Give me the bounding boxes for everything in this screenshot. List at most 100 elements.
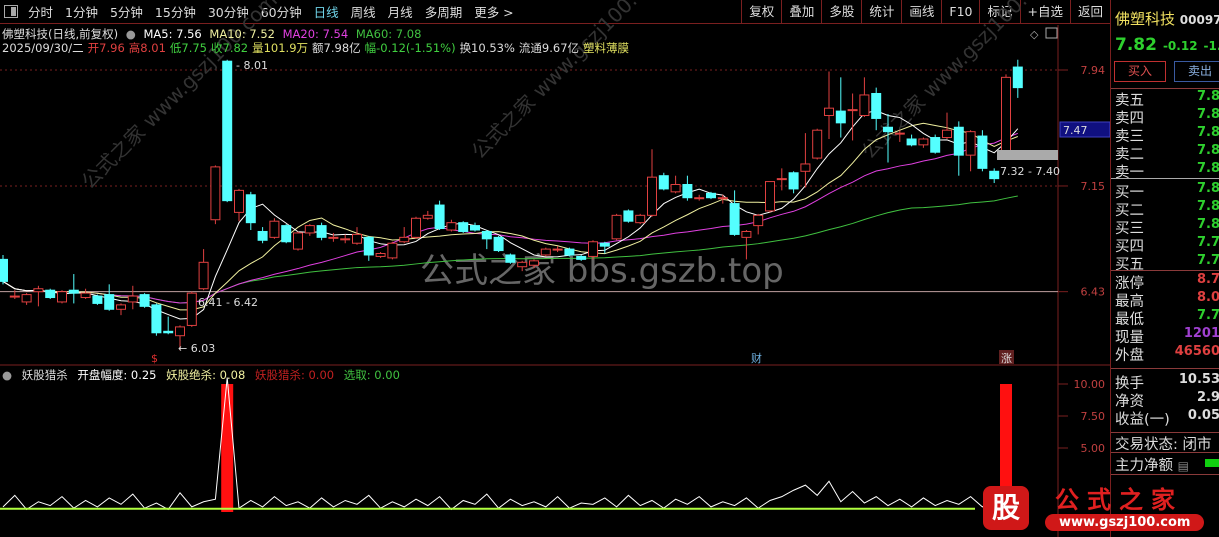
price-change: -0.12 bbox=[1162, 39, 1198, 53]
signal-bar bbox=[221, 384, 234, 512]
candle-body bbox=[245, 194, 256, 224]
candle bbox=[505, 253, 516, 264]
indicator-axis-label: 10.00 bbox=[1074, 378, 1106, 391]
candle-body bbox=[293, 232, 303, 250]
quote-label: 卖四 bbox=[1115, 111, 1144, 127]
candle bbox=[139, 293, 150, 308]
quote-value: 7.8 bbox=[1196, 125, 1219, 140]
period-tab[interactable]: 15分钟 bbox=[154, 5, 196, 20]
quote-row: 收益(一) 0.05 bbox=[1115, 408, 1219, 428]
dropdown-icon[interactable]: ● bbox=[2, 368, 13, 382]
candle-body bbox=[729, 203, 740, 235]
candle-body bbox=[422, 214, 433, 219]
tool-button[interactable]: 多股 bbox=[821, 0, 861, 24]
candle-body bbox=[234, 189, 244, 213]
more-button[interactable]: 更多 > bbox=[474, 5, 514, 20]
period-tab-daily[interactable]: 日线 bbox=[313, 5, 339, 20]
indicator-name[interactable]: 妖股猎杀 bbox=[21, 368, 68, 382]
candle bbox=[104, 284, 115, 311]
candle-body bbox=[281, 225, 292, 243]
tool-button[interactable]: 标记 bbox=[979, 0, 1019, 24]
tool-button[interactable]: +自选 bbox=[1019, 0, 1070, 24]
tool-button[interactable]: 叠加 bbox=[781, 0, 821, 24]
candle-body bbox=[611, 214, 622, 240]
candle-body bbox=[824, 107, 834, 117]
candle bbox=[328, 232, 339, 242]
quote-label: 最高 bbox=[1115, 294, 1144, 310]
candle-body bbox=[552, 248, 563, 251]
candle bbox=[1001, 74, 1011, 156]
candle bbox=[387, 241, 398, 260]
tool-button[interactable]: F10 bbox=[941, 0, 979, 24]
indicator-axis-label: 7.50 bbox=[1081, 410, 1106, 423]
candle bbox=[352, 227, 362, 245]
sell-button[interactable]: 卖出 bbox=[1174, 61, 1219, 82]
hunt-value: 妖股猎杀: 0.00 bbox=[254, 368, 335, 382]
candle bbox=[316, 222, 327, 241]
ma10-value: MA10: 7.52 bbox=[209, 27, 275, 41]
candle bbox=[92, 294, 103, 305]
candle bbox=[257, 227, 268, 244]
quote-value: 1201 bbox=[1183, 326, 1219, 341]
candle bbox=[9, 290, 20, 300]
kline-chart[interactable]: 7.94 7.15 6.43 10.00 7.50 5.00 公式之家 bbs.gszb.t… bbox=[0, 0, 1110, 537]
candle bbox=[1012, 59, 1023, 98]
period-tab[interactable]: 1分钟 bbox=[65, 5, 98, 20]
candle bbox=[930, 134, 941, 154]
buy-button[interactable]: 买入 bbox=[1114, 61, 1166, 82]
dropdown-icon[interactable]: ● bbox=[125, 27, 136, 41]
candle bbox=[824, 71, 834, 139]
quote-panel: 佛塑科技 00097 7.82 -0.12 -1. 买入 卖出 卖五 7.8 卖四 7.8… bbox=[1110, 0, 1219, 537]
candle-body bbox=[658, 175, 669, 190]
marker-zhang: 涨 bbox=[1001, 352, 1012, 365]
candle bbox=[552, 246, 563, 253]
layout-toggle-icon[interactable] bbox=[4, 5, 18, 18]
candle-body bbox=[859, 94, 870, 117]
signal-bar bbox=[1000, 384, 1012, 512]
candle bbox=[765, 181, 775, 213]
list-icon[interactable]: ▤ bbox=[1177, 459, 1189, 473]
range-label: 7.32 - 7.40 bbox=[1000, 165, 1060, 178]
candle bbox=[540, 247, 551, 257]
quote-row: 现量 1201 bbox=[1115, 326, 1219, 346]
price-axis-label: 7.15 bbox=[1081, 180, 1106, 193]
quote-value: 8.7 bbox=[1196, 272, 1219, 287]
tool-button[interactable]: 画线 bbox=[901, 0, 941, 24]
quote-row: 卖二 7.8 bbox=[1115, 143, 1219, 163]
candle bbox=[942, 112, 952, 139]
quote-value: 7.7 bbox=[1196, 308, 1219, 323]
quote-row: 换手 10.53 bbox=[1115, 372, 1219, 392]
logo-icon: 股 bbox=[983, 486, 1029, 530]
main-net-label: 主力净额 bbox=[1115, 458, 1173, 474]
period-tab[interactable]: 周线 bbox=[350, 5, 376, 20]
period-tab[interactable]: 多周期 bbox=[424, 5, 463, 20]
quote-row: 涨停 8.7 bbox=[1115, 272, 1219, 292]
period-tab[interactable]: 5分钟 bbox=[109, 5, 143, 20]
range-label: 6.41 - 6.42 bbox=[198, 296, 258, 309]
candle-body bbox=[151, 304, 162, 334]
back-button[interactable]: 返回 bbox=[1069, 0, 1110, 24]
period-tab[interactable]: 30分钟 bbox=[207, 5, 249, 20]
period-tab[interactable]: 60分钟 bbox=[260, 5, 302, 20]
main-net-bar bbox=[1205, 459, 1219, 467]
low: 低7.75 bbox=[169, 41, 207, 55]
candle-body bbox=[505, 254, 516, 263]
period-tab[interactable]: 月线 bbox=[387, 5, 413, 20]
candle-body bbox=[328, 236, 339, 239]
candle bbox=[800, 133, 811, 188]
candle bbox=[670, 175, 681, 194]
quote-row: 买三 7.8 bbox=[1115, 217, 1219, 237]
tool-button[interactable]: 统计 bbox=[861, 0, 901, 24]
quote-label: 最低 bbox=[1115, 312, 1144, 328]
logo-text: 公式之家 bbox=[1055, 486, 1183, 514]
high: 高8.01 bbox=[128, 41, 166, 55]
logo: 股 公式之家 www.gszj100.com bbox=[975, 478, 1219, 537]
tool-button[interactable]: 复权 bbox=[741, 0, 781, 24]
candle bbox=[245, 191, 256, 231]
quote-row: 卖一 7.8 bbox=[1115, 161, 1219, 181]
quote-value: 10.53 bbox=[1178, 372, 1219, 387]
period-tab[interactable]: 分时 bbox=[28, 5, 54, 20]
candle bbox=[210, 165, 221, 225]
candle-body bbox=[139, 294, 150, 307]
candle-body bbox=[753, 214, 764, 227]
